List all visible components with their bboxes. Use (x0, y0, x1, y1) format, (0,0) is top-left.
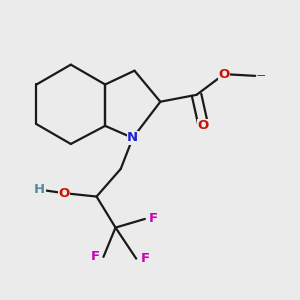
Text: O: O (58, 187, 69, 200)
Text: F: F (90, 250, 99, 263)
Text: F: F (140, 252, 149, 265)
Text: O: O (198, 119, 209, 132)
Text: H: H (34, 183, 45, 196)
Text: O: O (218, 68, 230, 81)
Text: F: F (149, 212, 158, 226)
Text: —: — (257, 71, 265, 80)
Text: N: N (127, 131, 138, 144)
